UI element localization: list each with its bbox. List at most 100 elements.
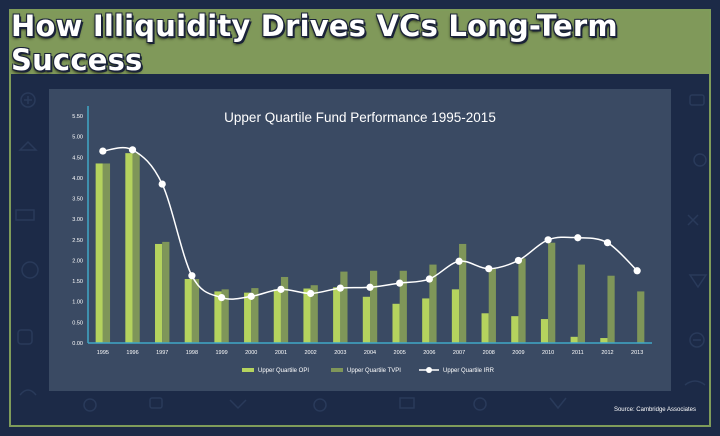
page-title: How Illiquidity Drives VCs Long-Term Suc…: [11, 8, 618, 77]
x-tick-label: 2013: [631, 350, 643, 356]
legend-label-tvpi: Upper Quartile TVPI: [347, 368, 401, 374]
irr-point: [514, 256, 523, 265]
bar-opi: [540, 319, 549, 343]
irr-point: [603, 239, 612, 247]
bar-tvpi: [132, 153, 140, 343]
y-tick-label: 4.00: [72, 176, 83, 182]
legend-marker-irr: [426, 367, 432, 373]
irr-point: [396, 279, 404, 287]
bar-tvpi: [280, 276, 289, 343]
bar-opi: [303, 288, 311, 343]
y-tick-label: 5.50: [72, 114, 83, 120]
irr-point: [455, 257, 463, 265]
x-tick-label: 1998: [186, 350, 198, 356]
bar-tvpi: [370, 270, 378, 343]
x-tick-label: 2000: [245, 350, 257, 356]
bar-tvpi: [459, 243, 467, 343]
y-tick-label: 3.50: [72, 197, 83, 203]
bar-opi: [244, 292, 252, 343]
x-tick-label: 2005: [394, 350, 406, 356]
x-tick-label: 1995: [97, 350, 109, 356]
bar-tvpi: [548, 242, 556, 343]
y-tick-label: 1.50: [72, 279, 83, 285]
bar-tvpi: [191, 279, 200, 343]
irr-point: [128, 146, 137, 154]
x-tick-label: 2003: [334, 350, 346, 356]
bar-opi: [125, 153, 133, 343]
y-tick-label: 0.00: [72, 341, 83, 347]
bar-opi: [511, 316, 519, 343]
x-tick-label: 2002: [305, 350, 317, 356]
y-tick-label: 1.00: [72, 300, 83, 306]
x-tick-label: 2011: [572, 350, 584, 356]
bar-opi: [273, 289, 281, 343]
bar-opi: [481, 313, 489, 343]
bar-opi: [362, 296, 370, 343]
title-banner: How Illiquidity Drives VCs Long-Term Suc…: [11, 8, 709, 77]
irr-point: [574, 234, 582, 242]
y-tick-label: 2.50: [72, 238, 83, 244]
legend-swatch-opi: [242, 368, 254, 372]
bar-opi: [155, 243, 163, 343]
bar-opi: [451, 289, 460, 343]
chart-panel: Upper Quartile Fund Performance 1995-201…: [49, 89, 671, 391]
irr-point: [425, 275, 433, 283]
x-tick-label: 2009: [512, 350, 524, 356]
bar-opi: [570, 336, 578, 343]
irr-point: [188, 272, 196, 280]
irr-point: [307, 289, 315, 298]
bar-tvpi: [637, 291, 645, 343]
x-tick-label: 1997: [156, 350, 168, 356]
bar-tvpi: [429, 264, 437, 343]
y-tick-label: 0.50: [72, 320, 83, 326]
x-tick-label: 2006: [423, 350, 435, 356]
bar-opi: [214, 291, 222, 343]
irr-point: [158, 180, 166, 188]
legend-label-irr: Upper Quartile IRR: [443, 368, 495, 374]
irr-point: [366, 283, 374, 291]
bar-tvpi: [102, 163, 111, 343]
bar-opi: [422, 298, 430, 343]
bar-tvpi: [251, 288, 259, 343]
bar-tvpi: [221, 289, 229, 343]
bar-opi: [184, 279, 192, 343]
source-note: Source: Cambridge Associates: [613, 407, 696, 413]
x-tick-label: 2007: [453, 350, 465, 356]
irr-point: [336, 284, 344, 292]
x-tick-label: 2008: [483, 350, 495, 356]
x-tick-label: 2012: [601, 350, 613, 356]
bar-tvpi: [607, 275, 615, 343]
y-tick-label: 3.00: [72, 217, 83, 223]
y-tick-label: 4.50: [72, 155, 83, 161]
irr-point: [633, 267, 641, 275]
legend-swatch-tvpi: [331, 368, 343, 372]
x-tick-label: 1996: [126, 350, 138, 356]
irr-point: [544, 236, 552, 244]
bar-opi: [333, 287, 341, 343]
x-tick-label: 2010: [542, 350, 554, 356]
chart-title: Upper Quartile Fund Performance 1995-201…: [224, 110, 496, 125]
bar-tvpi: [340, 271, 348, 343]
bar-tvpi: [488, 268, 496, 343]
y-tick-label: 2.00: [72, 258, 83, 264]
legend-label-opi: Upper Quartile OPI: [258, 368, 309, 374]
x-tick-label: 2004: [364, 350, 376, 356]
bar-tvpi: [310, 285, 318, 343]
x-tick-label: 2001: [275, 350, 287, 356]
irr-point: [247, 292, 255, 300]
bar-opi: [600, 338, 608, 343]
combo-chart: Upper Quartile Fund Performance 1995-201…: [72, 106, 652, 374]
bar-tvpi: [577, 264, 585, 343]
bar-opi: [392, 303, 400, 343]
page-frame: [9, 9, 711, 427]
irr-point: [485, 265, 493, 273]
y-tick-label: 5.00: [72, 135, 83, 141]
bar-tvpi: [162, 241, 170, 343]
irr-point: [99, 147, 107, 155]
x-tick-label: 1999: [215, 350, 227, 356]
irr-point: [277, 285, 285, 293]
bar-tvpi: [399, 270, 407, 343]
irr-point: [217, 294, 226, 302]
bar-opi: [95, 163, 103, 343]
